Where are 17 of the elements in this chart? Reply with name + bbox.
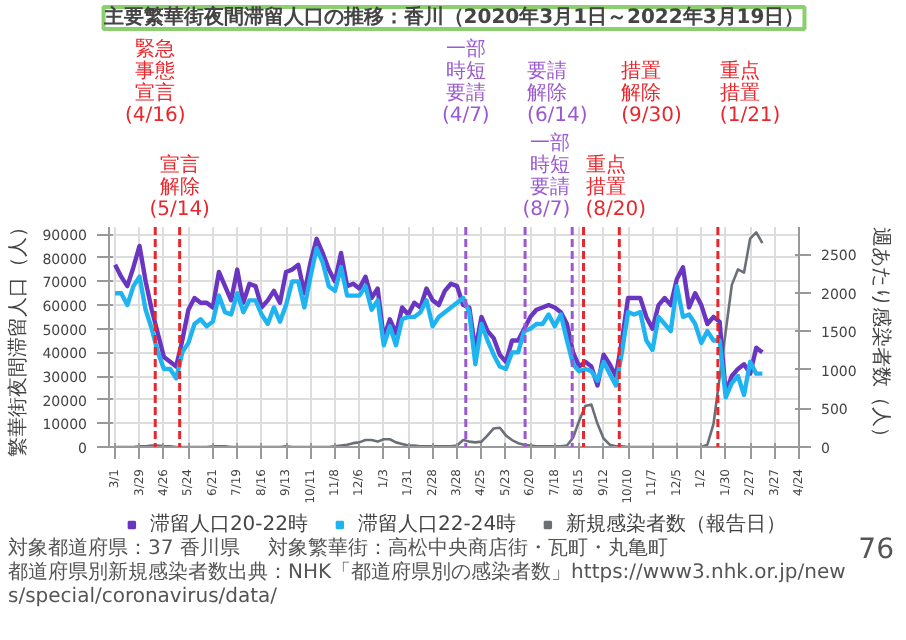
ref-line-label: 宣言解除(5/14)	[149, 153, 211, 221]
ref-line-label: 要請解除(6/14)	[527, 59, 588, 127]
ref-line-label: 重点措置(8/20)	[585, 153, 647, 221]
ref-line-label: 重点措置(1/21)	[719, 59, 781, 127]
text: 対象繁華街：高松中央商店街・瓦町・丸亀町	[267, 538, 668, 560]
legend-label: 新規感染者数（報告日）	[566, 511, 787, 537]
text: 都道府県別新規感染者数出典：NHK「都道府県別の感染者数」https://www3.nhk.or.jp/news/special/coronavirus/data/	[8, 562, 848, 610]
ref-line-label: 一部時短要請(4/7)	[441, 37, 490, 127]
ref-line-label: 緊急事態宣言(4/16)	[124, 37, 186, 127]
ref-line-label: 措置解除(9/30)	[621, 59, 683, 127]
text: 76	[858, 534, 894, 566]
legend-label: 滞留人口20-22時	[149, 511, 308, 537]
y-axis-title: 繁華街夜間滞留人口（人）	[6, 217, 31, 457]
ref-line-label: 一部時短要請(8/7)	[522, 131, 571, 221]
legend-label: 滞留人口22-24時	[358, 511, 517, 537]
text: 対象都道府県：37 香川県	[8, 538, 240, 560]
y2-axis-title: 週あたり感染者数（人）	[868, 227, 893, 447]
